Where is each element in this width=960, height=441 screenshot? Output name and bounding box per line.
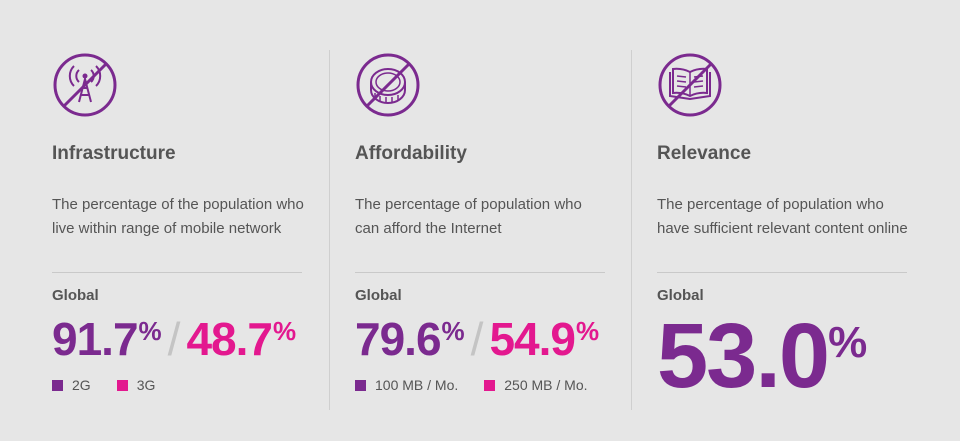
stat-values: 79.6%/54.9% <box>355 312 599 366</box>
column-description: The percentage of the population who liv… <box>52 196 304 237</box>
percent-sign: % <box>272 316 297 346</box>
column-title: Relevance <box>657 143 752 164</box>
legend-item-3g: 3G <box>116 377 155 393</box>
legend-item-100mb: 100 MB / Mo. <box>355 377 458 393</box>
percent-sign: % <box>441 316 465 346</box>
stat-values: 91.7%/48.7% <box>52 312 296 366</box>
percent-sign: % <box>138 316 162 346</box>
legend-swatch <box>116 380 128 392</box>
stat-relevance: 53.0% <box>657 310 867 402</box>
legend: 100 MB / Mo. 250 MB / Mo. <box>355 376 588 393</box>
legend-swatch <box>484 380 496 392</box>
column-divider <box>329 50 330 410</box>
antenna-crossed-icon <box>53 53 117 117</box>
legend-swatch <box>355 380 366 392</box>
affordability-column: Affordability The percentage of populati… <box>355 0 613 441</box>
column-divider <box>631 50 632 410</box>
global-label: Global <box>355 287 402 304</box>
separator: / <box>470 313 484 365</box>
column-description: The percentage of population who have su… <box>657 196 908 237</box>
legend: 2G 3G <box>52 376 181 393</box>
percent-sign: % <box>828 318 868 367</box>
global-label: Global <box>52 287 99 304</box>
separator: / <box>167 313 181 365</box>
coin-crossed-icon <box>356 53 420 117</box>
legend-item-2g: 2G <box>52 377 91 393</box>
stat-250mb-value: 54.9 <box>489 313 576 365</box>
book-crossed-icon <box>658 53 722 117</box>
column-title: Infrastructure <box>52 143 176 164</box>
global-label: Global <box>657 287 704 304</box>
stat-2g-value: 91.7 <box>52 313 139 365</box>
percent-sign: % <box>575 316 600 346</box>
infrastructure-column: Infrastructure The percentage of the pop… <box>52 0 310 441</box>
legend-swatch <box>52 380 63 392</box>
section-rule <box>355 272 605 273</box>
stat-relevance-value: 53.0 <box>657 305 830 407</box>
legend-item-250mb: 250 MB / Mo. <box>484 377 588 393</box>
section-rule <box>52 272 302 273</box>
stat-100mb-value: 79.6 <box>355 313 442 365</box>
section-rule <box>657 272 907 273</box>
column-title: Affordability <box>355 143 467 164</box>
column-description: The percentage of population who can aff… <box>355 196 582 237</box>
relevance-column: Relevance The percentage of population w… <box>657 0 915 441</box>
stat-3g-value: 48.7 <box>186 313 273 365</box>
